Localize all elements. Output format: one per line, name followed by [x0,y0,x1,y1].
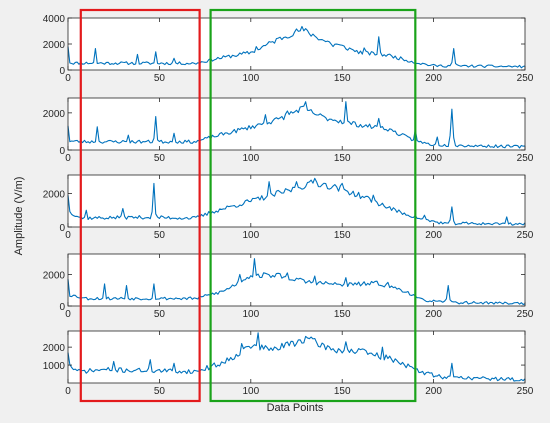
y-tick-label: 0 [59,146,65,157]
y-tick-label: 4000 [43,14,66,25]
plot-area [68,331,525,383]
x-tick-label: 200 [425,73,442,84]
y-tick-label: 2000 [43,40,66,51]
panel-2: 0 50 100 150 200 250 0 2000 [43,97,534,164]
x-tick-label: 100 [242,230,259,241]
x-tick-label: 50 [154,73,166,84]
x-tick-label: 250 [517,230,534,241]
x-tick-label: 0 [65,153,71,164]
y-tick-label: 0 [59,66,65,77]
x-tick-label: 150 [334,73,351,84]
highlight-layer [79,8,417,403]
x-tick-label: 50 [154,153,166,164]
axes-frame [67,97,526,151]
y-tick-label: 0 [59,302,65,313]
x-tick-label: 50 [154,230,166,241]
y-tick-label: 2000 [43,189,66,200]
x-tick-label: 100 [242,309,259,320]
axes-frame [67,330,526,384]
x-tick-label: 150 [334,153,351,164]
y-tick-label: 2000 [43,270,66,281]
x-tick-label: 150 [334,309,351,320]
x-axis-label: Data Points [267,402,324,414]
x-tick-label: 200 [425,230,442,241]
x-tick-label: 250 [517,73,534,84]
red-highlight-box [79,8,201,403]
panel-1: 0 50 100 150 200 250 0 2000 4000 [43,14,534,84]
x-tick-label: 100 [242,73,259,84]
y-tick-label: 2000 [43,109,66,120]
series-line [67,332,526,382]
x-tick-label: 50 [154,309,166,320]
axes-frame [67,253,526,307]
x-tick-label: 200 [425,309,442,320]
series-line [67,177,526,226]
x-tick-label: 250 [517,153,534,164]
plot-area [68,18,525,70]
x-tick-label: 0 [65,309,71,320]
x-tick-label: 250 [517,386,534,397]
plot-area [68,254,525,306]
y-tick-label: 0 [59,223,65,234]
series-line [67,258,526,305]
panel-5: 0 50 100 150 200 250 1000 2000 [43,330,534,397]
series-line [67,25,526,69]
series-line [67,101,526,149]
y-tick-label: 2000 [43,343,66,354]
green-highlight-box [209,8,417,403]
x-tick-label: 100 [242,153,259,164]
panel-3: 0 50 100 150 200 250 0 2000 [43,174,534,241]
x-tick-label: 0 [65,386,71,397]
x-tick-label: 200 [425,153,442,164]
x-tick-label: 50 [154,386,166,397]
x-tick-label: 250 [517,309,534,320]
x-tick-label: 200 [425,386,442,397]
x-tick-label: 0 [65,230,71,241]
x-tick-label: 100 [242,386,259,397]
x-tick-label: 150 [334,386,351,397]
y-tick-label: 1000 [43,361,66,372]
y-axis-label: Amplitude (V/m) [13,177,25,256]
panel-4: 0 50 100 150 200 250 0 2000 [43,253,534,320]
x-tick-label: 0 [65,73,71,84]
x-tick-label: 150 [334,230,351,241]
axes-frame [67,174,526,228]
